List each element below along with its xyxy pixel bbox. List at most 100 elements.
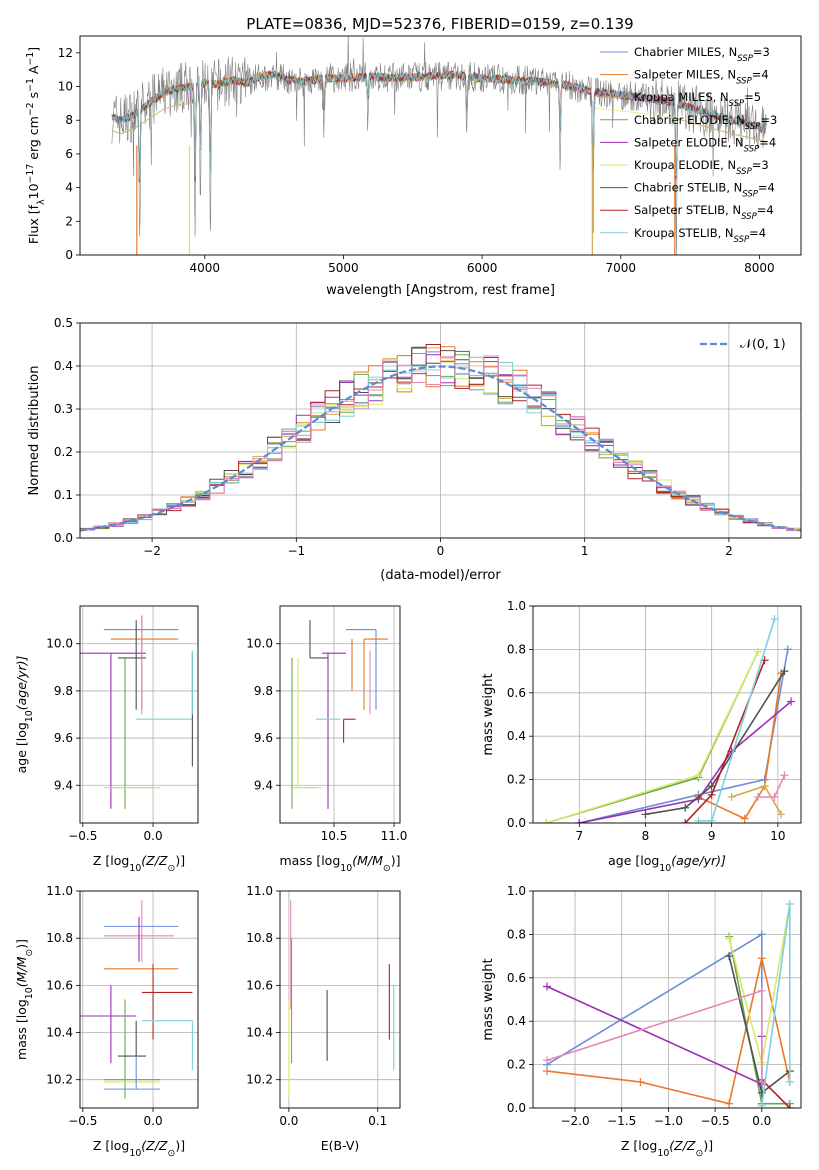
legend-label: Salpeter STELIB, NSSP=4	[634, 203, 774, 222]
legend-label-subscript: SSP	[741, 212, 757, 222]
series-marker	[757, 1088, 766, 1097]
legend-label-text: =4	[752, 68, 769, 82]
label-italic: (age/yr)]	[671, 853, 726, 868]
gaussian-curve	[80, 365, 801, 532]
series-marker	[753, 792, 762, 801]
legend-label-subscript: SSP	[742, 190, 758, 200]
series-marker	[757, 1077, 766, 1086]
series-marker	[694, 771, 703, 780]
x-tick-label: 8	[642, 829, 650, 843]
y-tick-label: 2	[65, 214, 73, 228]
y-axis-label: age [log10(age/yr)]	[14, 655, 35, 773]
label-subscript: 10	[129, 1148, 141, 1159]
y-tick-label: 0.8	[507, 642, 526, 656]
legend-label: Kroupa STELIB, NSSP=4	[634, 226, 766, 245]
y-tick-label: 10	[58, 80, 73, 94]
label-subscript: ⊙	[24, 949, 35, 957]
x-tick-label: 0.0	[752, 1114, 771, 1128]
legend-label: Salpeter MILES, NSSP=4	[634, 68, 769, 87]
legend-label-text: Kroupa MILES, N	[634, 90, 729, 104]
legend-label-text: =3	[753, 45, 770, 59]
x-tick-label: −0.5	[701, 1114, 730, 1128]
panel-residuals: −2 −1 0 1 2 0.0 0.1 0.2 0.3 0.4 0.5 𝒩(0, 1) (data-mo…	[27, 316, 802, 583]
residual-histogram	[80, 344, 801, 533]
series-line	[698, 673, 782, 820]
panel-spectrum: 4000 5000 6000 7000 8000 0 2 4 6 8 10 12 Chabrier MI…	[25, 35, 802, 298]
x-axis-label: Z [log10(Z/Z⊙)]	[93, 1138, 185, 1159]
legend-label: Chabrier MILES, NSSP=3	[634, 45, 770, 64]
label-text: )]	[175, 1138, 185, 1153]
series-marker	[727, 792, 736, 801]
series-marker	[725, 934, 734, 943]
x-tick-label: 2	[725, 544, 733, 558]
plot-area	[291, 620, 388, 809]
series-marker	[707, 790, 716, 799]
model-spectrum	[111, 69, 767, 183]
y-tick-label: 0	[65, 248, 73, 262]
axes-frame	[79, 35, 802, 256]
legend-label-text: =4	[749, 226, 766, 240]
panel-age-vs-Z: −0.5 0.09.49.69.810.0Z [log10(Z/Z⊙)]age […	[14, 605, 199, 874]
y-tick-label: 0.2	[54, 445, 73, 459]
label-superscript: −2	[25, 102, 36, 116]
plot-area	[80, 344, 801, 533]
x-axis-label: Z [log10(Z/Z⊙)]	[93, 853, 185, 874]
label-subscript: 10	[24, 710, 35, 722]
series-marker	[785, 1104, 794, 1108]
axes-frame	[532, 605, 802, 824]
plot-area	[543, 900, 794, 1108]
y-tick-label: 9.6	[54, 731, 73, 745]
legend-label-subscript: SSP	[745, 122, 761, 132]
series-marker	[785, 900, 794, 909]
x-axis-label: E(B-V)	[321, 1138, 360, 1153]
y-tick-label: 0.5	[54, 316, 73, 330]
panel-mass-vs-Z: −0.5 0.010.210.410.610.811.0Z [log10(Z/Z⊙…	[14, 884, 199, 1159]
y-tick-label: 6	[65, 147, 73, 161]
plot-area	[288, 900, 395, 1099]
label-subscript: 10	[657, 1148, 669, 1159]
legend-label-text: Chabrier MILES, N	[634, 45, 737, 59]
x-tick-label: −1.5	[607, 1114, 636, 1128]
x-axis-label: Z [log10(Z/Z⊙)]	[621, 1138, 713, 1159]
y-tick-label: 9.8	[254, 684, 273, 698]
legend-label-subscript: SSP	[729, 99, 745, 109]
series-marker	[757, 954, 766, 963]
label-italic: (M/M	[352, 853, 383, 868]
y-tick-label: 4	[65, 181, 73, 195]
x-tick-label: 0.0	[144, 1114, 163, 1128]
y-tick-label: 9.4	[54, 778, 73, 792]
series-marker	[681, 803, 690, 812]
y-tick-label: 1.0	[507, 884, 526, 898]
series-marker	[725, 1099, 734, 1108]
label-text: Z [log	[93, 853, 129, 868]
legend-label: Salpeter ELODIE, NSSP=4	[634, 135, 776, 154]
y-tick-label: 0.0	[54, 531, 73, 545]
y-tick-label: 10.6	[46, 978, 73, 992]
legend-label-text: =4	[758, 181, 775, 195]
y-tick-label: 0.2	[507, 1058, 526, 1072]
y-tick-label: 0.0	[507, 1101, 526, 1115]
y-tick-label: 12	[58, 46, 73, 60]
x-tick-label: −2.0	[560, 1114, 589, 1128]
label-italic: (Z/Z	[141, 1138, 168, 1153]
y-tick-label: 0.6	[507, 686, 526, 700]
x-tick-label: 0.0	[144, 829, 163, 843]
label-text: s	[26, 92, 41, 103]
legend-label-text: =3	[752, 158, 769, 172]
x-tick-label: 10.5	[321, 829, 348, 843]
series-marker	[787, 697, 796, 706]
series-marker	[694, 816, 703, 823]
series-marker	[575, 819, 584, 823]
y-axis-label: mass [log10(M/M⊙)]	[14, 939, 35, 1060]
label-subscript: ⊙	[168, 863, 176, 874]
series-marker	[785, 1077, 794, 1086]
y-tick-label: 9.4	[254, 778, 273, 792]
legend-label: Kroupa MILES, NSSP=5	[634, 90, 761, 109]
label-subscript: ⊙	[696, 1148, 704, 1159]
legend-label-subscript: SSP	[744, 144, 760, 154]
series-marker	[543, 1056, 552, 1065]
x-axis-label: (data-model)/error	[380, 568, 501, 583]
x-tick-label: 6000	[467, 261, 498, 275]
model-spectrum	[111, 70, 766, 178]
